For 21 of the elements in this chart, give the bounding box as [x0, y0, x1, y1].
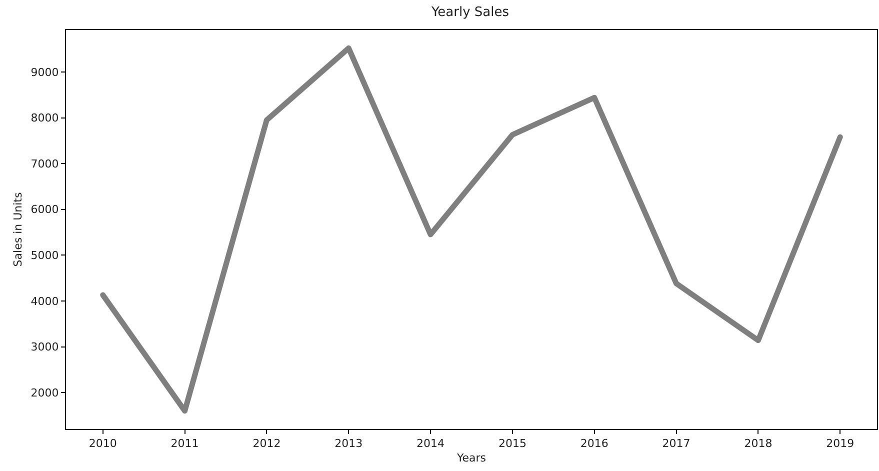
y-tick-label: 6000 [30, 203, 59, 216]
x-tick-label: 2018 [744, 437, 772, 450]
x-tick-label: 2012 [252, 437, 281, 450]
x-tick-label: 2014 [416, 437, 445, 450]
y-tick-label: 3000 [30, 340, 59, 354]
x-tick-label: 2013 [334, 437, 363, 450]
x-axis-title: Years [456, 451, 486, 464]
x-tick-label: 2015 [498, 437, 526, 450]
x-tick-label: 2016 [580, 437, 608, 450]
x-tick-label: 2017 [662, 437, 690, 450]
x-tick-label: 2019 [826, 437, 854, 450]
y-axis-title: Sales in Units [11, 192, 24, 267]
chart-title: Yearly Sales [430, 5, 510, 20]
y-tick-label: 2000 [30, 386, 59, 400]
y-tick-label: 5000 [30, 249, 59, 262]
y-tick-label: 8000 [30, 112, 59, 125]
y-tick-label: 9000 [30, 66, 59, 79]
x-tick-label: 2011 [170, 437, 199, 450]
x-tick-label: 2010 [88, 437, 117, 450]
y-tick-label: 7000 [30, 157, 59, 170]
y-tick-label: 4000 [30, 294, 59, 308]
